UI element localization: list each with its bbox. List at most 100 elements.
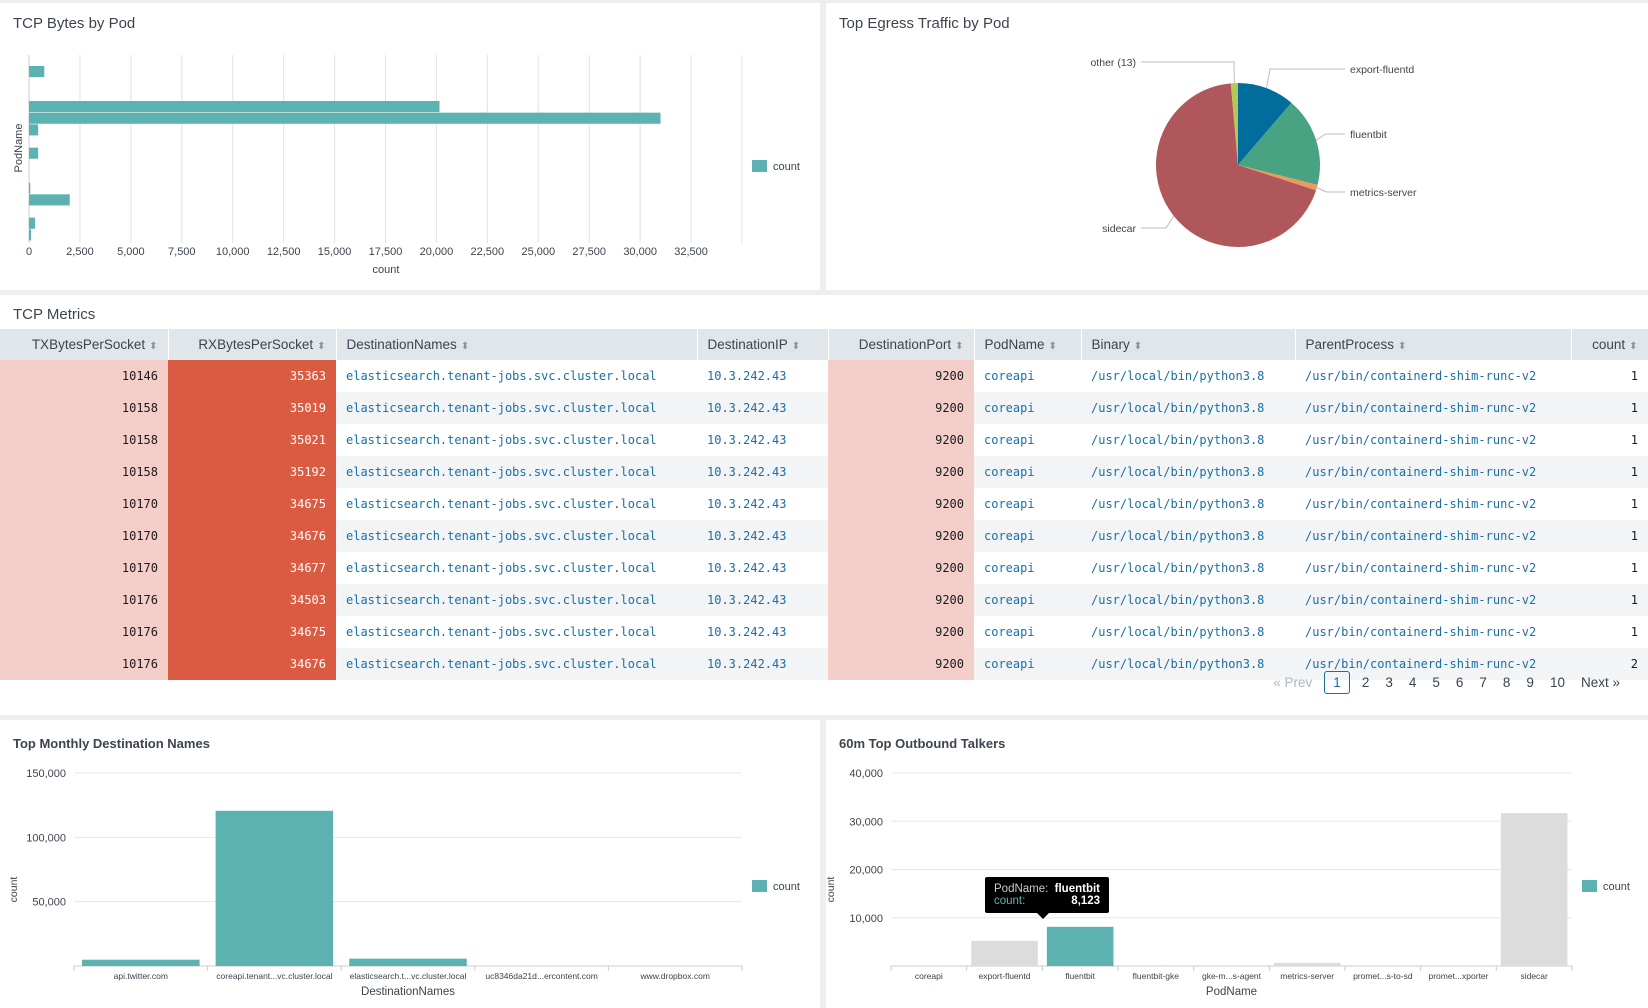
next-page-button[interactable]: Next » (1580, 675, 1620, 690)
column-header-destinationip[interactable]: DestinationIP ⬍ (697, 329, 829, 360)
cell-parentprocess[interactable]: /usr/bin/containerd-shim-runc-v2 (1305, 497, 1537, 511)
cell-parentprocess[interactable]: /usr/bin/containerd-shim-runc-v2 (1305, 369, 1537, 383)
cell-destinationip[interactable]: 10.3.242.43 (707, 497, 787, 511)
page-button-9[interactable]: 9 (1526, 675, 1534, 690)
cell-destinationnames[interactable]: elasticsearch.tenant-jobs.svc.cluster.lo… (346, 497, 657, 511)
page-button-10[interactable]: 10 (1549, 675, 1565, 690)
cell-binary[interactable]: /usr/local/bin/python3.8 (1081, 648, 1295, 680)
cell-binary[interactable]: /usr/local/bin/python3.8 (1091, 497, 1265, 511)
column-header-destinationnames[interactable]: DestinationNames ⬍ (336, 329, 698, 360)
cell-destinationip[interactable]: 10.3.242.43 (697, 520, 828, 552)
cell-parentprocess[interactable]: /usr/bin/containerd-shim-runc-v2 (1305, 625, 1537, 639)
cell-binary[interactable]: /usr/local/bin/python3.8 (1091, 561, 1265, 575)
cell-parentprocess[interactable]: /usr/bin/containerd-shim-runc-v2 (1295, 392, 1571, 424)
cell-parentprocess[interactable]: /usr/bin/containerd-shim-runc-v2 (1295, 584, 1571, 616)
pie-slice (1156, 83, 1316, 247)
cell-rxbytespersocket: 34675 (168, 616, 336, 648)
column-header-podname[interactable]: PodName ⬍ (974, 329, 1082, 360)
cell-podname[interactable]: coreapi (984, 433, 1035, 447)
sort-icon: ⬍ (1133, 341, 1143, 352)
column-header-rxbytespersocket[interactable]: RXBytesPerSocket ⬍ (168, 329, 337, 360)
x-tick-label: 7,500 (168, 246, 196, 258)
cell-podname[interactable]: coreapi (974, 648, 1081, 680)
cell-destinationport: 9200 (828, 552, 974, 584)
cell-parentprocess[interactable]: /usr/bin/containerd-shim-runc-v2 (1295, 520, 1571, 552)
cell-podname[interactable]: coreapi (984, 625, 1035, 639)
page-button-6[interactable]: 6 (1455, 675, 1464, 690)
x-tick-label: 32,500 (674, 246, 708, 258)
cell-destinationip[interactable]: 10.3.242.43 (697, 584, 828, 616)
cell-parentprocess[interactable]: /usr/bin/containerd-shim-runc-v2 (1305, 561, 1537, 575)
cell-txbytespersocket: 10158 (0, 392, 168, 424)
cell-destinationnames[interactable]: elasticsearch.tenant-jobs.svc.cluster.lo… (336, 584, 697, 616)
cell-binary[interactable]: /usr/local/bin/python3.8 (1091, 625, 1265, 639)
x-tick-label: elasticsearch.t...vc.cluster.local (350, 971, 467, 981)
cell-destinationip[interactable]: 10.3.242.43 (707, 369, 787, 383)
cell-txbytespersocket: 10170 (0, 488, 168, 520)
column-label: DestinationNames (346, 337, 457, 352)
page-button-5[interactable]: 5 (1432, 675, 1440, 690)
cell-podname[interactable]: coreapi (984, 561, 1035, 575)
column-header-count[interactable]: count ⬍ (1571, 329, 1648, 360)
page-button-4[interactable]: 4 (1408, 675, 1417, 690)
cell-destinationnames[interactable]: elasticsearch.tenant-jobs.svc.cluster.lo… (336, 456, 697, 488)
table-row: 10146 35363 elasticsearch.tenant-jobs.svc.… (0, 360, 1648, 392)
cell-destinationnames[interactable]: elasticsearch.tenant-jobs.svc.cluster.lo… (346, 561, 657, 575)
sort-icon: ⬍ (955, 341, 964, 352)
cell-rxbytespersocket: 34676 (168, 648, 336, 680)
cell-parentprocess[interactable]: /usr/bin/containerd-shim-runc-v2 (1305, 433, 1537, 447)
cell-destinationip[interactable]: 10.3.242.43 (707, 561, 787, 575)
cell-binary[interactable]: /usr/local/bin/python3.8 (1081, 584, 1295, 616)
cell-destinationip[interactable]: 10.3.242.43 (697, 456, 828, 488)
y-tick-label: 30,000 (849, 816, 883, 828)
cell-binary[interactable]: /usr/local/bin/python3.8 (1081, 520, 1295, 552)
cell-podname[interactable]: coreapi (974, 520, 1081, 552)
cell-parentprocess[interactable]: /usr/bin/containerd-shim-runc-v2 (1295, 648, 1571, 680)
cell-count: 1 (1630, 625, 1638, 639)
cell-destinationip[interactable]: 10.3.242.43 (707, 625, 787, 639)
page-button-3[interactable]: 3 (1385, 675, 1393, 690)
cell-destinationip[interactable]: 10.3.242.43 (697, 648, 828, 680)
cell-podname[interactable]: coreapi (984, 497, 1035, 511)
x-tick-label: 12,500 (267, 246, 301, 258)
cell-destinationnames[interactable]: elasticsearch.tenant-jobs.svc.cluster.lo… (346, 369, 657, 383)
page-button-2[interactable]: 2 (1361, 675, 1370, 690)
cell-binary[interactable]: /usr/local/bin/python3.8 (1081, 392, 1295, 424)
cell-binary[interactable]: /usr/local/bin/python3.8 (1091, 433, 1265, 447)
cell-destinationnames[interactable]: elasticsearch.tenant-jobs.svc.cluster.lo… (336, 520, 697, 552)
column-header-parentprocess[interactable]: ParentProcess ⬍ (1295, 329, 1572, 360)
cell-destinationip[interactable]: 10.3.242.43 (697, 392, 828, 424)
y-tick-label: 10,000 (849, 913, 883, 925)
bar (29, 101, 440, 113)
page-button-8[interactable]: 8 (1502, 675, 1511, 690)
y-tick-label: 100,000 (26, 832, 66, 844)
cell-destinationnames[interactable]: elasticsearch.tenant-jobs.svc.cluster.lo… (336, 392, 697, 424)
leader-line (1266, 68, 1345, 89)
legend-label: count (1603, 881, 1630, 893)
column-header-txbytespersocket[interactable]: TXBytesPerSocket ⬍ (0, 329, 169, 360)
cell-podname[interactable]: coreapi (974, 456, 1081, 488)
cell-podname[interactable]: coreapi (974, 392, 1081, 424)
chart-tooltip: PodName: fluentbit count: 8,123 (985, 877, 1109, 919)
slice-label: other (13) (1090, 57, 1136, 69)
column-label: count (1592, 337, 1626, 352)
cell-destinationip[interactable]: 10.3.242.43 (707, 433, 787, 447)
column-header-binary[interactable]: Binary ⬍ (1081, 329, 1296, 360)
panel-title: Top Egress Traffic by Pod (839, 15, 1010, 32)
cell-podname[interactable]: coreapi (984, 369, 1035, 383)
cell-rxbytespersocket: 34677 (168, 552, 336, 584)
page-button-7[interactable]: 7 (1479, 675, 1487, 690)
table-row: 10158 35021 elasticsearch.tenant-jobs.svc.… (0, 424, 1648, 456)
cell-podname[interactable]: coreapi (974, 584, 1081, 616)
cell-binary[interactable]: /usr/local/bin/python3.8 (1081, 456, 1295, 488)
cell-destinationnames[interactable]: elasticsearch.tenant-jobs.svc.cluster.lo… (346, 625, 657, 639)
column-header-destinationport[interactable]: DestinationPort ⬍ (828, 329, 975, 360)
cell-binary[interactable]: /usr/local/bin/python3.8 (1091, 369, 1265, 383)
sort-icon: ⬍ (1398, 341, 1407, 352)
cell-destinationnames[interactable]: elasticsearch.tenant-jobs.svc.cluster.lo… (336, 648, 697, 680)
cell-rxbytespersocket: 35192 (168, 456, 336, 488)
sort-icon: ⬍ (149, 341, 158, 352)
cell-destinationnames[interactable]: elasticsearch.tenant-jobs.svc.cluster.lo… (346, 433, 657, 447)
page-button-1[interactable]: 1 (1324, 671, 1350, 694)
cell-parentprocess[interactable]: /usr/bin/containerd-shim-runc-v2 (1295, 456, 1571, 488)
